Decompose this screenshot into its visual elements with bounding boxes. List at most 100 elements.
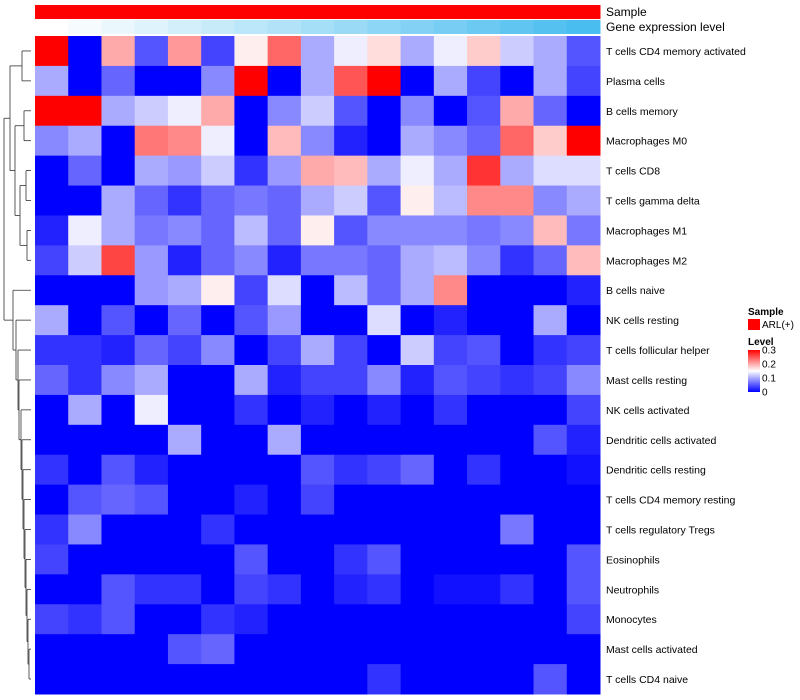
- heatmap-cell: [433, 634, 468, 665]
- heatmap-cell: [367, 125, 402, 157]
- legend-level-tick-label: 0.2: [762, 360, 776, 371]
- heatmap-cell: [467, 664, 501, 695]
- annotation-expression-cell: [566, 20, 601, 34]
- annotation-expression-cell: [101, 20, 136, 34]
- heatmap-cell: [267, 95, 302, 127]
- heatmap-cell: [201, 365, 235, 396]
- heatmap-cell: [201, 95, 235, 127]
- heatmap-cell: [68, 155, 102, 187]
- heatmap-cell: [167, 155, 202, 187]
- heatmap-cell: [500, 574, 535, 605]
- heatmap-cell: [500, 185, 535, 216]
- heatmap-cell: [566, 664, 601, 695]
- annotation-expression-cell: [234, 20, 269, 34]
- heatmap-cell: [433, 365, 468, 396]
- row-label: NK cells resting: [606, 315, 679, 327]
- heatmap-cell: [201, 574, 235, 605]
- heatmap-cell: [433, 305, 468, 336]
- heatmap-cell: [101, 604, 136, 635]
- heatmap-cell: [467, 335, 501, 366]
- heatmap-cell: [167, 185, 202, 216]
- heatmap-cell: [566, 514, 601, 545]
- row-label: T cells CD4 naive: [606, 674, 688, 686]
- heatmap-cell: [433, 664, 468, 695]
- annotation-sample-cell: [68, 5, 102, 19]
- heatmap-cell: [134, 544, 169, 575]
- heatmap-cell: [101, 335, 136, 366]
- heatmap-cell: [500, 155, 535, 187]
- heatmap-cell: [334, 604, 368, 635]
- row-label: T cells gamma delta: [606, 196, 700, 208]
- heatmap-cell: [433, 335, 468, 366]
- heatmap-cell: [467, 484, 501, 516]
- heatmap-cell: [267, 65, 302, 97]
- heatmap-cell: [68, 394, 102, 426]
- heatmap-cell: [467, 394, 501, 426]
- heatmap-cell: [68, 365, 102, 396]
- heatmap-cell: [35, 215, 69, 246]
- heatmap-cell: [400, 544, 435, 575]
- heatmap-cell: [500, 454, 535, 486]
- heatmap-cell: [68, 574, 102, 605]
- heatmap-cell: [101, 454, 136, 486]
- heatmap-cell: [467, 215, 501, 246]
- annotation-expression-cell: [300, 20, 335, 34]
- heatmap-cell: [334, 394, 368, 426]
- heatmap-cell: [234, 365, 269, 396]
- heatmap-cell: [234, 95, 269, 127]
- heatmap-cell: [533, 125, 568, 157]
- heatmap-cell: [400, 305, 435, 336]
- heatmap-cell: [467, 185, 501, 216]
- heatmap-cell: [201, 424, 235, 456]
- heatmap-cell: [300, 484, 335, 516]
- heatmap-cell: [334, 574, 368, 605]
- heatmap-cell: [500, 95, 535, 127]
- row-label: Dendritic cells activated: [606, 435, 716, 447]
- heatmap-cell: [467, 365, 501, 396]
- heatmap-cell: [101, 424, 136, 456]
- heatmap-cell: [167, 305, 202, 336]
- heatmap-cell: [433, 65, 468, 97]
- heatmap-cell: [35, 185, 69, 216]
- heatmap-cell: [300, 275, 335, 306]
- heatmap-cell: [566, 454, 601, 486]
- heatmap-cell: [134, 215, 169, 246]
- heatmap-cell: [267, 185, 302, 216]
- annotation-expression-cell: [500, 20, 535, 34]
- heatmap-cell: [201, 484, 235, 516]
- heatmap-cell: [101, 275, 136, 306]
- annotation-sample-cell: [300, 5, 335, 19]
- heatmap-cell: [400, 95, 435, 127]
- heatmap-cell: [533, 155, 568, 187]
- heatmap-cell: [500, 544, 535, 575]
- heatmap-cell: [566, 365, 601, 396]
- row-label: Dendritic cells resting: [606, 465, 706, 477]
- row-label: T cells regulatory Tregs: [606, 525, 715, 537]
- heatmap-cell: [101, 365, 136, 396]
- heatmap-cell: [467, 544, 501, 575]
- heatmap-cell: [234, 275, 269, 306]
- heatmap-cell: [367, 65, 402, 97]
- annotation-sample-cell: [500, 5, 535, 19]
- heatmap-cell: [400, 664, 435, 695]
- heatmap-cell: [500, 484, 535, 516]
- heatmap-cell: [35, 604, 69, 635]
- heatmap-cell: [201, 125, 235, 157]
- legend-level-colorbar: [748, 350, 760, 392]
- heatmap-cell: [101, 514, 136, 545]
- heatmap-cell: [400, 215, 435, 246]
- heatmap-cell: [300, 544, 335, 575]
- heatmap-cell: [367, 454, 402, 486]
- heatmap-cell: [533, 365, 568, 396]
- heatmap-cell: [234, 574, 269, 605]
- heatmap-cell: [134, 305, 169, 336]
- heatmap-cell: [134, 664, 169, 695]
- heatmap-cell: [334, 365, 368, 396]
- heatmap-cell: [234, 65, 269, 97]
- heatmap-cell: [533, 394, 568, 426]
- heatmap-cell: [68, 664, 102, 695]
- heatmap-cell: [134, 155, 169, 187]
- annotation-expression-cell: [467, 20, 501, 34]
- heatmap-cell: [201, 305, 235, 336]
- heatmap-cell: [300, 155, 335, 187]
